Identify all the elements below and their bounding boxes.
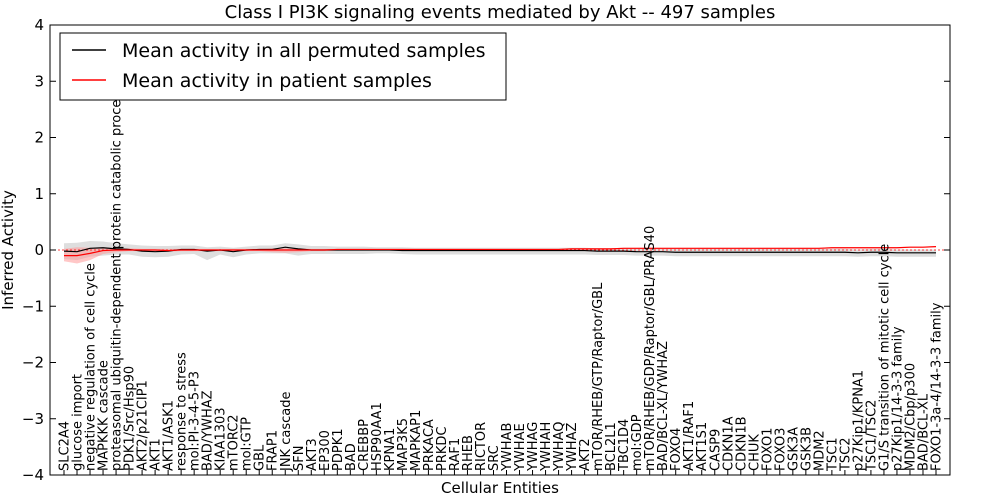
y-axis: 4 3 2 1 0 −1 −2 −3 −4 (22, 16, 950, 484)
y-tick-label: 1 (34, 185, 44, 203)
x-tick-label: FOXO3 (773, 428, 788, 471)
x-tick-label: SLC2A4 (58, 421, 73, 471)
x-tick-label: BAD/YWHAZ (201, 390, 216, 471)
x-tick-label: MDM2 (812, 430, 827, 471)
y-tick-label: −1 (22, 297, 44, 315)
x-tick-label: RICTOR (474, 422, 489, 471)
x-tick-label: TSC2 (838, 437, 853, 472)
y-tick-label: 4 (34, 16, 44, 34)
x-tick-label: mTORC2 (227, 414, 242, 471)
x-tick-label: glucose import (71, 374, 86, 471)
x-tick-label: CREBBP (357, 419, 372, 471)
x-tick-label: MAP3K5 (396, 418, 411, 471)
x-tick-label: mTOR/RHEB/GTP/Raptor/GBL (591, 282, 606, 471)
x-tick-label: AKT1/RAF1 (682, 401, 697, 471)
x-tick-label: response to stress (175, 352, 190, 471)
x-tick-label: MAPKKK cascade (97, 360, 112, 471)
x-tick-label: BAD/BCL-XL (916, 393, 931, 471)
chart-title: Class I PI3K signaling events mediated b… (225, 2, 776, 23)
y-tick-label: −4 (22, 466, 44, 484)
x-tick-label: GSK3B (799, 427, 814, 471)
x-tick-label: negative regulation of cell cycle (84, 263, 99, 471)
y-tick-label: 3 (34, 72, 44, 90)
x-tick-label: mol:GDP (630, 414, 645, 471)
x-tick-label: AKT3 (305, 438, 320, 471)
legend-label-permuted: Mean activity in all permuted samples (122, 40, 485, 62)
x-tick-label: CHUK (747, 434, 762, 471)
x-tick-label: RHEB (461, 435, 476, 471)
series-line-permuted (63, 246, 936, 254)
x-tick-label: TBC1D4 (617, 419, 632, 472)
x-tick-label: TSC1 (825, 437, 840, 472)
x-tick-label: AKT2/p21CIP1 (136, 380, 151, 471)
x-tick-label: GSK3A (786, 427, 801, 471)
legend-box (59, 32, 507, 101)
y-tick-label: 0 (34, 241, 44, 259)
x-tick-label: AKT1 (149, 438, 164, 471)
series-line-patient (64, 246, 937, 257)
x-tick-label: EP300 (318, 430, 333, 471)
x-tick-label: YWHAZ (565, 423, 580, 472)
x-axis-label: Cellular Entities (441, 479, 559, 497)
x-tick-label: p27Kip1/KPNA1 (851, 370, 866, 471)
x-tick-label: FOXO1 (760, 428, 775, 471)
x-tick-label: SRC (487, 445, 502, 471)
x-tick-label: MDM2/Cbp/p300 (903, 363, 918, 471)
x-tick-label: PDK1/Src/Hsp90 (123, 366, 138, 471)
x-tick-label: PRKDC (435, 427, 450, 471)
x-tick-label: TSC1/TSC2 (864, 400, 879, 472)
x-tick-label: AKT1/ASK1 (162, 400, 177, 471)
x-tick-label: p27Kip1/14-3-3 family (890, 326, 905, 471)
legend: Mean activity in all permuted samples Me… (59, 32, 507, 101)
x-tick-label: mTOR/RHEB/GDP/Raptor/GBL/PRAS40 (643, 226, 658, 471)
y-tick-label: 2 (34, 129, 44, 147)
x-tick-label: proteasomal ubiquitin-dependent protein … (110, 86, 125, 471)
y-tick-label: −3 (22, 410, 44, 428)
x-tick-label: BAD/BCL-XL/YWHAZ (656, 341, 671, 471)
y-tick-label: −2 (22, 354, 44, 372)
x-tick-label: YWHAH (539, 422, 554, 472)
x-tick-label: MAPKAP1 (409, 410, 424, 471)
x-tick-label: CASP9 (708, 429, 723, 471)
series-lines (63, 246, 937, 257)
x-tick-label: FOXO1-3a-4/14-3-3 family (930, 302, 945, 471)
x-tick-label: HSP90AA1 (370, 402, 385, 471)
x-tick-label: BCL2L1 (604, 422, 619, 471)
x-tick-label: CDKN1B (734, 416, 749, 471)
x-tick-label: G1/S transition of mitotic cell cycle (877, 244, 892, 471)
x-tick-label: FRAP1 (266, 430, 281, 471)
x-tick-label: JNK cascade (279, 392, 294, 472)
x-tick-label: RAF1 (448, 438, 463, 471)
x-tick-label: PDPK1 (331, 428, 346, 471)
x-tick-label: AKT2 (578, 438, 593, 471)
y-axis-label: Inferred Activity (0, 190, 17, 310)
plot-frame (49, 24, 951, 476)
x-tick-label: AKT1S1 (695, 422, 710, 471)
x-tick-label: SFN (292, 446, 307, 471)
x-tick-label: YWHAE (513, 423, 528, 472)
x-tick-label: KIAA1303 (214, 407, 229, 471)
x-tick-label: mol:PI-3-4-5-P3 (188, 371, 203, 471)
x-tick-label: CDKN1A (721, 416, 736, 471)
x-tick-label: YWHAG (526, 422, 541, 472)
x-tick-label: BAD (344, 443, 359, 471)
x-tick-label: PRKACA (422, 419, 437, 471)
x-tick-label: mol:GTP (240, 417, 255, 471)
legend-label-patient: Mean activity in patient samples (122, 70, 432, 92)
x-tick-label: YWHAQ (552, 422, 567, 472)
x-tick-label: GBL (253, 444, 268, 471)
x-tick-label: FOXO4 (669, 428, 684, 471)
x-tick-label: YWHAB (500, 423, 515, 472)
x-tick-label: KPNA1 (383, 428, 398, 471)
